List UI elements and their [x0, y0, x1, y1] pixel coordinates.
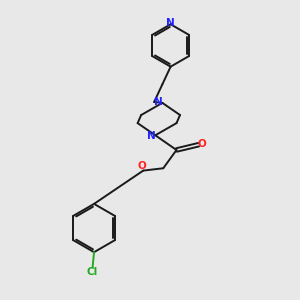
- Text: Cl: Cl: [86, 267, 98, 277]
- Text: O: O: [138, 161, 147, 172]
- Text: N: N: [147, 131, 156, 141]
- Text: O: O: [197, 139, 206, 149]
- Text: N: N: [166, 18, 175, 28]
- Text: N: N: [154, 97, 163, 107]
